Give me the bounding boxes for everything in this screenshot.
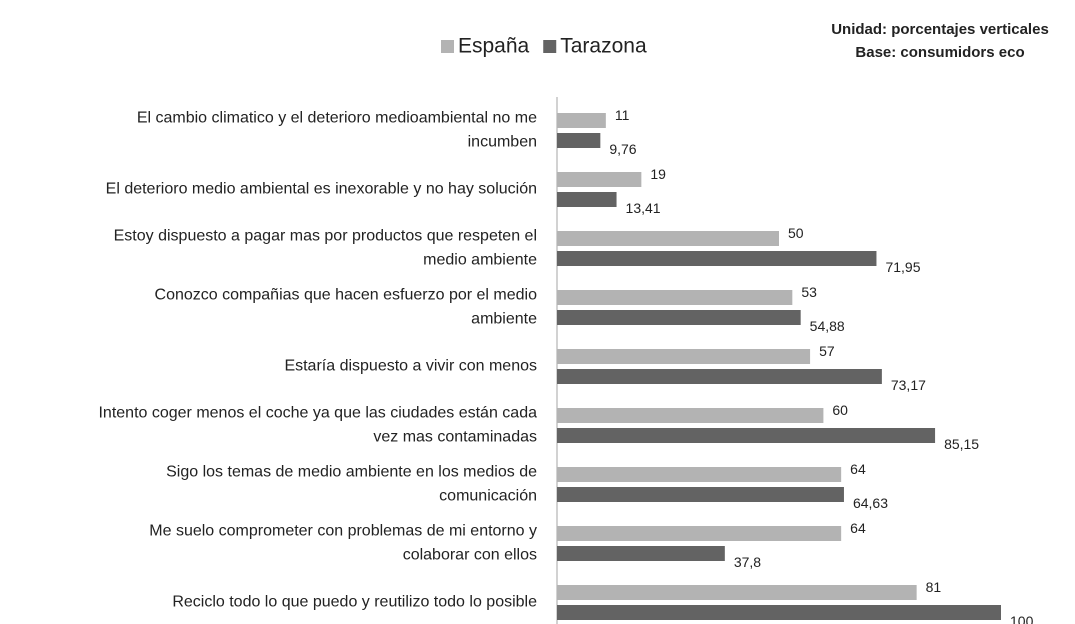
bar <box>557 349 811 364</box>
annotation: Base: consumidors eco <box>855 44 1024 61</box>
bar <box>557 290 793 305</box>
value-label: 37,8 <box>734 554 761 570</box>
category-label: vez mas contaminadas <box>373 429 537 446</box>
annotation: Unidad: porcentajes verticales <box>831 21 1049 38</box>
category-label: medio ambiente <box>423 252 537 269</box>
category-label: Me suelo comprometer con problemas de mi… <box>149 523 537 540</box>
value-label: 100 <box>1010 613 1034 624</box>
value-label: 73,17 <box>891 377 926 393</box>
bar <box>557 310 801 325</box>
category-label: colaborar con ellos <box>403 547 537 564</box>
bar <box>557 369 882 384</box>
bar <box>557 546 725 561</box>
value-label: 81 <box>926 579 942 595</box>
bar <box>557 467 842 482</box>
bar <box>557 192 617 207</box>
bar <box>557 251 877 266</box>
category-label: Estaría dispuesto a vivir con menos <box>284 358 537 375</box>
value-label: 11 <box>615 107 630 123</box>
bar <box>557 487 844 502</box>
category-label: El cambio climatico y el deterioro medio… <box>137 110 537 127</box>
bar <box>557 605 1001 620</box>
category-label: Sigo los temas de medio ambiente en los … <box>166 464 537 481</box>
value-label: 53 <box>801 284 817 300</box>
category-label: ambiente <box>471 311 537 328</box>
value-label: 50 <box>788 225 804 241</box>
value-label: 71,95 <box>885 259 920 275</box>
value-label: 54,88 <box>810 318 845 334</box>
bar <box>557 526 842 541</box>
category-label: incumben <box>468 134 537 151</box>
bar <box>557 172 642 187</box>
category-label: Conozco compañias que hacen esfuerzo por… <box>155 287 538 304</box>
bar <box>557 585 917 600</box>
bar <box>557 428 936 443</box>
bar <box>557 231 779 246</box>
bar <box>557 133 601 148</box>
value-label: 85,15 <box>944 436 979 452</box>
category-label: El deterioro medio ambiental es inexorab… <box>106 181 537 198</box>
value-label: 60 <box>832 402 848 418</box>
category-label: Intento coger menos el coche ya que las … <box>98 405 537 422</box>
value-label: 19 <box>650 166 666 182</box>
value-label: 64 <box>850 520 866 536</box>
value-label: 9,76 <box>609 141 636 157</box>
legend-swatch <box>441 40 454 53</box>
legend-swatch <box>543 40 557 53</box>
bar <box>557 113 606 128</box>
legend-label: Tarazona <box>560 35 647 58</box>
legend-label: España <box>458 35 530 58</box>
value-label: 64,63 <box>853 495 888 511</box>
category-label: Reciclo todo lo que puedo y reutilizo to… <box>172 594 537 611</box>
bar <box>557 408 824 423</box>
category-label: comunicación <box>439 488 537 505</box>
value-label: 13,41 <box>626 200 661 216</box>
category-label: Estoy dispuesto a pagar mas por producto… <box>114 228 537 245</box>
value-label: 57 <box>819 343 835 359</box>
value-label: 64 <box>850 461 866 477</box>
